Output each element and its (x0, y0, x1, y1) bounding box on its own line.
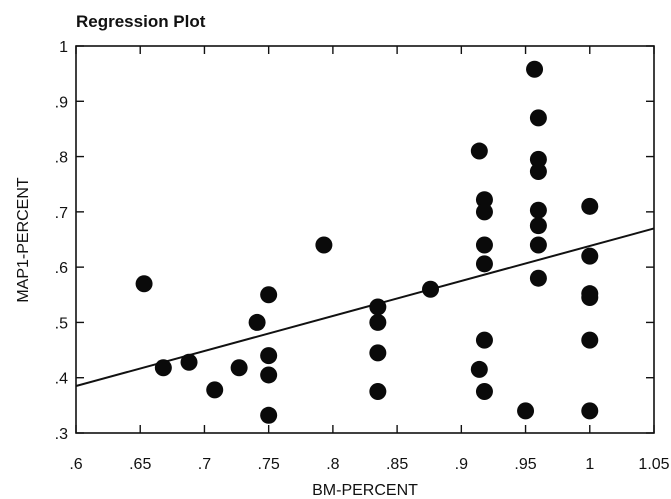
x-axis-label: BM-PERCENT (312, 482, 418, 499)
data-point (475, 191, 493, 209)
x-tick-label: .85 (386, 456, 408, 473)
data-point (369, 344, 387, 362)
data-point (369, 383, 387, 401)
y-tick-label: .6 (55, 260, 68, 277)
data-point (529, 236, 547, 254)
y-tick-label: .5 (55, 315, 68, 332)
y-tick-label: .9 (55, 94, 68, 111)
data-point (581, 331, 599, 349)
chart-title: Regression Plot (76, 12, 206, 31)
data-point (529, 150, 547, 168)
data-point (475, 236, 493, 254)
data-point (315, 236, 333, 254)
data-point (260, 286, 278, 304)
data-point (135, 275, 153, 293)
x-tick-label: .6 (69, 456, 82, 473)
data-point (369, 298, 387, 316)
data-point (517, 402, 535, 420)
data-point (581, 289, 599, 307)
data-point (529, 269, 547, 287)
x-tick-label: .95 (514, 456, 536, 473)
data-point (206, 381, 224, 399)
data-point (581, 402, 599, 420)
plot-frame (75, 45, 655, 434)
data-point (470, 360, 488, 378)
data-point (422, 280, 440, 298)
data-points (135, 60, 599, 424)
regression-line (75, 227, 655, 387)
x-tick-label: 1 (585, 456, 594, 473)
data-point (180, 353, 198, 371)
data-point (260, 366, 278, 384)
data-point (526, 60, 544, 78)
y-tick-label: 1 (59, 39, 68, 56)
y-axis-ticks: .3 .4 .5 .6 .7 .8 .9 1 (55, 39, 654, 443)
x-axis-ticks: .6 .65 .7 .75 .8 .85 .9 .95 1 1.05 (69, 46, 670, 473)
y-tick-label: .3 (55, 426, 68, 443)
data-point (529, 162, 547, 180)
data-point (475, 203, 493, 221)
x-tick-label: .65 (129, 456, 151, 473)
y-tick-label: .8 (55, 150, 68, 167)
data-point (581, 247, 599, 265)
data-point (248, 313, 266, 331)
x-tick-label: .7 (198, 456, 211, 473)
data-point (581, 197, 599, 215)
data-point (230, 359, 248, 377)
data-point (529, 217, 547, 235)
y-tick-label: .7 (55, 205, 68, 222)
y-tick-label: .4 (55, 371, 68, 388)
data-point (529, 109, 547, 127)
data-point (260, 406, 278, 424)
data-point (154, 359, 172, 377)
x-tick-label: .8 (326, 456, 339, 473)
y-axis-label: MAP1-PERCENT (15, 177, 32, 303)
data-point (475, 383, 493, 401)
data-point (475, 331, 493, 349)
data-point (260, 347, 278, 365)
data-point (369, 313, 387, 331)
x-tick-label: 1.05 (638, 456, 669, 473)
data-point (475, 255, 493, 273)
x-tick-label: .75 (258, 456, 280, 473)
data-point (529, 201, 547, 219)
data-point (470, 142, 488, 160)
x-tick-label: .9 (455, 456, 468, 473)
